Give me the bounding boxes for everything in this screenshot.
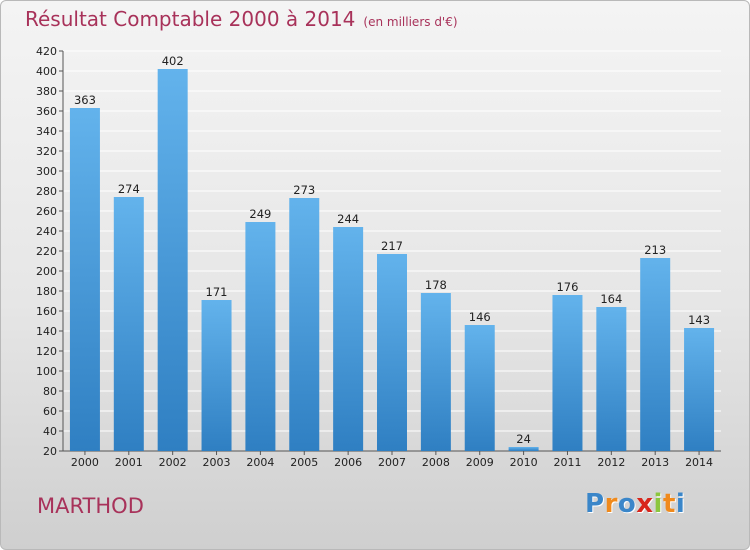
logo-letter: i <box>653 489 663 519</box>
bar <box>508 447 539 451</box>
bar-value-label: 146 <box>469 310 491 324</box>
bar-value-label: 178 <box>425 278 447 292</box>
y-tick-label: 40 <box>43 425 57 438</box>
bar <box>113 197 144 451</box>
chart-subtitle: (en milliers d'€) <box>363 15 458 29</box>
x-tick-label: 2004 <box>246 456 274 469</box>
y-tick-label: 240 <box>36 225 57 238</box>
x-tick-label: 2010 <box>510 456 538 469</box>
proxiti-logo: Proxiti <box>585 489 685 519</box>
bar-value-label: 244 <box>337 212 359 226</box>
bar-value-label: 171 <box>206 285 228 299</box>
y-tick-label: 380 <box>36 85 57 98</box>
bar <box>464 325 495 451</box>
bar <box>552 295 583 451</box>
bar-value-label: 213 <box>644 243 666 257</box>
x-tick-label: 2007 <box>378 456 406 469</box>
y-tick-label: 140 <box>36 325 57 338</box>
x-tick-label: 2005 <box>290 456 318 469</box>
bar-value-label: 273 <box>293 183 315 197</box>
x-tick-label: 2012 <box>597 456 625 469</box>
bar <box>420 293 451 451</box>
bar <box>333 227 364 451</box>
bar-value-label: 24 <box>516 432 531 446</box>
logo-letter: t <box>662 489 676 519</box>
y-tick-label: 160 <box>36 305 57 318</box>
x-tick-label: 2002 <box>159 456 187 469</box>
y-tick-label: 20 <box>43 445 57 458</box>
bar-value-label: 176 <box>556 280 578 294</box>
y-tick-label: 300 <box>36 165 57 178</box>
logo-letter: P <box>585 489 605 519</box>
x-tick-label: 2003 <box>203 456 231 469</box>
bar <box>69 108 100 451</box>
bar-value-label: 402 <box>162 54 184 68</box>
bar <box>596 307 627 451</box>
y-tick-label: 400 <box>36 65 57 78</box>
y-tick-label: 60 <box>43 405 57 418</box>
logo-letter: o <box>617 489 637 519</box>
y-tick-label: 200 <box>36 265 57 278</box>
x-tick-label: 2009 <box>466 456 494 469</box>
bar <box>201 300 232 451</box>
bar <box>157 69 188 451</box>
y-tick-label: 100 <box>36 365 57 378</box>
bar-value-label: 164 <box>600 292 622 306</box>
logo-letter: r <box>604 489 618 519</box>
bar <box>640 258 671 451</box>
bar-value-label: 363 <box>74 93 96 107</box>
y-tick-label: 340 <box>36 125 57 138</box>
y-tick-label: 180 <box>36 285 57 298</box>
y-tick-label: 80 <box>43 385 57 398</box>
y-tick-label: 260 <box>36 205 57 218</box>
x-tick-label: 2014 <box>685 456 713 469</box>
bar <box>377 254 407 451</box>
logo-letter: i <box>675 489 686 519</box>
x-tick-label: 2006 <box>334 456 362 469</box>
bar <box>289 198 320 451</box>
x-tick-label: 2000 <box>71 456 99 469</box>
x-tick-label: 2013 <box>641 456 669 469</box>
chart-title: Résultat Comptable 2000 à 2014 (en millie… <box>25 7 458 31</box>
y-tick-label: 280 <box>36 185 57 198</box>
bar-labels: 363 274 402 171 249 273 244 217 178 146 24 176 164 21… <box>74 54 710 446</box>
x-tick-label: 2008 <box>422 456 450 469</box>
bar-value-label: 249 <box>249 207 271 221</box>
y-tick-label: 360 <box>36 105 57 118</box>
bar-value-label: 274 <box>118 182 140 196</box>
y-tick-label: 220 <box>36 245 57 258</box>
x-tick-label: 2001 <box>115 456 143 469</box>
chart-title-text: Résultat Comptable 2000 à 2014 <box>25 7 356 31</box>
x-tick-label: 2011 <box>553 456 581 469</box>
bars <box>69 69 715 451</box>
commune-name: MARTHOD <box>37 494 144 518</box>
y-tick-label: 120 <box>36 345 57 358</box>
y-ticks: 20 40 60 80 100 120 140 160 180 200 220 240 260 280 30… <box>36 45 63 458</box>
bar <box>245 222 276 451</box>
x-ticks: 2000 2001 2002 2003 2004 2005 2006 2007 2008 2009… <box>71 451 713 469</box>
logo-letter: x <box>636 489 654 519</box>
y-tick-label: 420 <box>36 45 57 58</box>
bar <box>684 328 715 451</box>
bar-value-label: 217 <box>381 239 403 253</box>
y-tick-label: 320 <box>36 145 57 158</box>
bar-value-label: 143 <box>688 313 710 327</box>
